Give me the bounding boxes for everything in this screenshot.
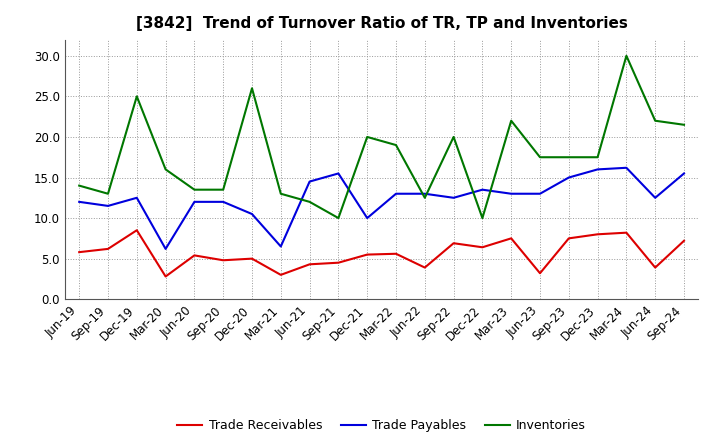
Inventories — [564, 154, 573, 160]
Trade Payables — [680, 171, 688, 176]
Trade Payables — [363, 216, 372, 221]
Line: Inventories: Inventories — [79, 56, 684, 218]
Inventories — [132, 94, 141, 99]
Trade Receivables — [536, 271, 544, 276]
Inventories — [219, 187, 228, 192]
Trade Payables — [651, 195, 660, 201]
Inventories — [507, 118, 516, 123]
Trade Receivables — [190, 253, 199, 258]
Inventories — [536, 154, 544, 160]
Trade Payables — [132, 195, 141, 201]
Trade Receivables — [507, 236, 516, 241]
Trade Payables — [420, 191, 429, 196]
Trade Receivables — [593, 231, 602, 237]
Trade Receivables — [363, 252, 372, 257]
Line: Trade Receivables: Trade Receivables — [79, 230, 684, 276]
Trade Receivables — [305, 262, 314, 267]
Trade Payables — [334, 171, 343, 176]
Inventories — [161, 167, 170, 172]
Trade Receivables — [276, 272, 285, 278]
Trade Receivables — [651, 265, 660, 270]
Inventories — [478, 216, 487, 221]
Inventories — [680, 122, 688, 128]
Trade Payables — [392, 191, 400, 196]
Legend: Trade Receivables, Trade Payables, Inventories: Trade Receivables, Trade Payables, Inven… — [172, 414, 591, 437]
Trade Payables — [622, 165, 631, 170]
Trade Payables — [593, 167, 602, 172]
Inventories — [392, 143, 400, 148]
Trade Payables — [248, 211, 256, 216]
Trade Receivables — [161, 274, 170, 279]
Trade Payables — [305, 179, 314, 184]
Trade Payables — [104, 203, 112, 209]
Inventories — [190, 187, 199, 192]
Trade Receivables — [334, 260, 343, 265]
Inventories — [651, 118, 660, 123]
Title: [3842]  Trend of Turnover Ratio of TR, TP and Inventories: [3842] Trend of Turnover Ratio of TR, TP… — [135, 16, 628, 32]
Inventories — [363, 134, 372, 139]
Trade Payables — [161, 246, 170, 252]
Trade Receivables — [478, 245, 487, 250]
Inventories — [420, 195, 429, 201]
Inventories — [276, 191, 285, 196]
Trade Payables — [75, 199, 84, 205]
Inventories — [622, 53, 631, 59]
Inventories — [305, 199, 314, 205]
Trade Receivables — [680, 238, 688, 243]
Trade Payables — [478, 187, 487, 192]
Inventories — [104, 191, 112, 196]
Trade Receivables — [104, 246, 112, 252]
Trade Receivables — [622, 230, 631, 235]
Inventories — [248, 86, 256, 91]
Inventories — [449, 134, 458, 139]
Trade Payables — [536, 191, 544, 196]
Trade Receivables — [420, 265, 429, 270]
Trade Payables — [507, 191, 516, 196]
Trade Payables — [449, 195, 458, 201]
Trade Payables — [219, 199, 228, 205]
Trade Receivables — [75, 249, 84, 255]
Inventories — [75, 183, 84, 188]
Trade Receivables — [248, 256, 256, 261]
Trade Payables — [190, 199, 199, 205]
Trade Receivables — [392, 251, 400, 257]
Trade Receivables — [449, 241, 458, 246]
Line: Trade Payables: Trade Payables — [79, 168, 684, 249]
Trade Payables — [276, 244, 285, 249]
Inventories — [593, 154, 602, 160]
Trade Receivables — [132, 227, 141, 233]
Trade Receivables — [564, 236, 573, 241]
Trade Payables — [564, 175, 573, 180]
Inventories — [334, 216, 343, 221]
Trade Receivables — [219, 258, 228, 263]
